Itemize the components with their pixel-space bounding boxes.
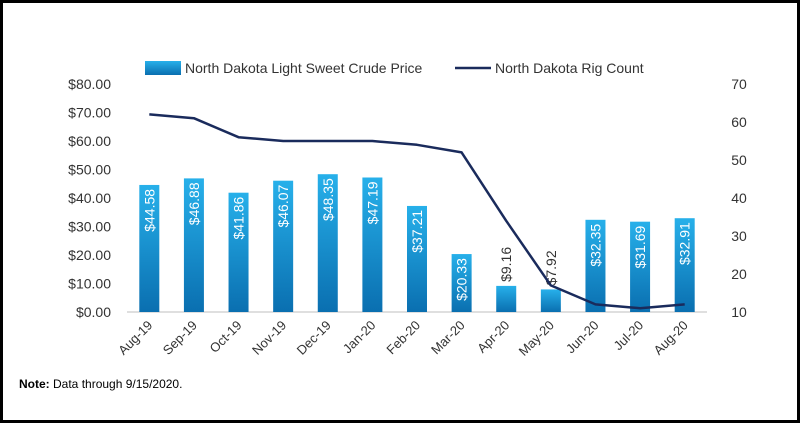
x-axis: Aug-19 Sep-19 Oct-19 Nov-19 Dec-19 Jan-20 Feb-… [115, 318, 691, 359]
left-tick-label: $50.00 [68, 162, 111, 178]
price-bar [183, 178, 204, 312]
left-tick-label: $30.00 [68, 219, 111, 235]
left-tick-label: $0.00 [76, 304, 111, 320]
bar-data-label: $32.91 [677, 222, 693, 265]
x-tick-label: Oct-19 [206, 318, 244, 356]
x-tick-label: May-20 [516, 318, 557, 359]
x-tick-label: Mar-20 [428, 318, 468, 358]
price-bar [139, 184, 160, 312]
rig-count-line [149, 113, 685, 310]
x-tick-label: Jul-20 [611, 318, 647, 354]
right-tick-label: 60 [731, 114, 747, 130]
bar-data-label: $20.33 [454, 258, 470, 301]
x-tick-label: Apr-20 [474, 318, 512, 356]
bar-data-label: $9.16 [498, 247, 514, 282]
bar-data-label: $46.07 [275, 184, 291, 227]
bar-data-label: $32.35 [587, 224, 603, 267]
left-tick-label: $10.00 [68, 276, 111, 292]
right-tick-label: 40 [731, 190, 747, 206]
price-bar [407, 205, 427, 312]
x-tick-label: Dec-19 [294, 318, 334, 358]
price-bar [585, 219, 606, 312]
price-bar [630, 221, 651, 312]
legend-label-price: North Dakota Light Sweet Crude Price [185, 60, 423, 76]
price-bar [674, 218, 695, 312]
left-axis: $0.00 $10.00 $20.00 $30.00 $40.00 $50.00 $60.0… [68, 76, 111, 320]
left-tick-label: $60.00 [68, 133, 111, 149]
right-tick-label: 70 [731, 76, 747, 92]
x-tick-label: Jan-20 [340, 318, 379, 357]
right-tick-label: 10 [731, 304, 747, 320]
left-tick-label: $40.00 [68, 190, 111, 206]
bar-data-label: $31.69 [632, 225, 648, 268]
footnote-label: Note: [19, 377, 50, 391]
left-tick-label: $80.00 [68, 76, 111, 92]
bar-data-labels: $44.58 $46.88 $41.86 $46.07 $48.35 $47.19 $37.… [141, 178, 692, 301]
left-tick-label: $20.00 [68, 247, 111, 263]
bar-data-label: $41.86 [231, 196, 247, 239]
bar-data-label: $37.21 [409, 210, 425, 253]
legend: North Dakota Light Sweet Crude Price Nor… [145, 60, 644, 76]
right-tick-label: 20 [731, 266, 747, 282]
bar-data-label: $44.58 [141, 189, 157, 232]
x-tick-label: Aug-20 [651, 318, 691, 358]
footnote-text: Data through 9/15/2020. [49, 377, 183, 391]
price-bar [228, 192, 249, 312]
x-tick-label: Nov-19 [249, 318, 289, 358]
x-tick-label: Sep-19 [160, 318, 200, 358]
bar-data-label: $7.92 [543, 250, 559, 285]
price-bar [451, 254, 472, 312]
price-bar [317, 174, 338, 312]
x-tick-label: Jun-20 [563, 318, 602, 357]
price-bar [362, 177, 383, 312]
price-bar [540, 289, 561, 312]
bar-data-label: $47.19 [364, 181, 380, 224]
footnote: Note: Data through 9/15/2020. [19, 377, 182, 391]
chart-svg: North Dakota Light Sweet Crude Price Nor… [68, 60, 747, 359]
x-tick-label: Feb-20 [383, 318, 423, 358]
price-bar [496, 285, 517, 312]
right-tick-label: 50 [731, 152, 747, 168]
bar-data-label: $46.88 [186, 182, 202, 225]
x-tick-label: Aug-19 [115, 318, 155, 358]
right-axis: 10 20 30 40 50 60 70 [731, 76, 747, 320]
price-bar [273, 180, 294, 312]
left-tick-label: $70.00 [68, 105, 111, 121]
bar-data-label: $48.35 [320, 178, 336, 221]
legend-label-rig: North Dakota Rig Count [495, 60, 644, 76]
bar-series [139, 174, 695, 312]
legend-swatch-price [145, 61, 181, 75]
right-tick-label: 30 [731, 228, 747, 244]
